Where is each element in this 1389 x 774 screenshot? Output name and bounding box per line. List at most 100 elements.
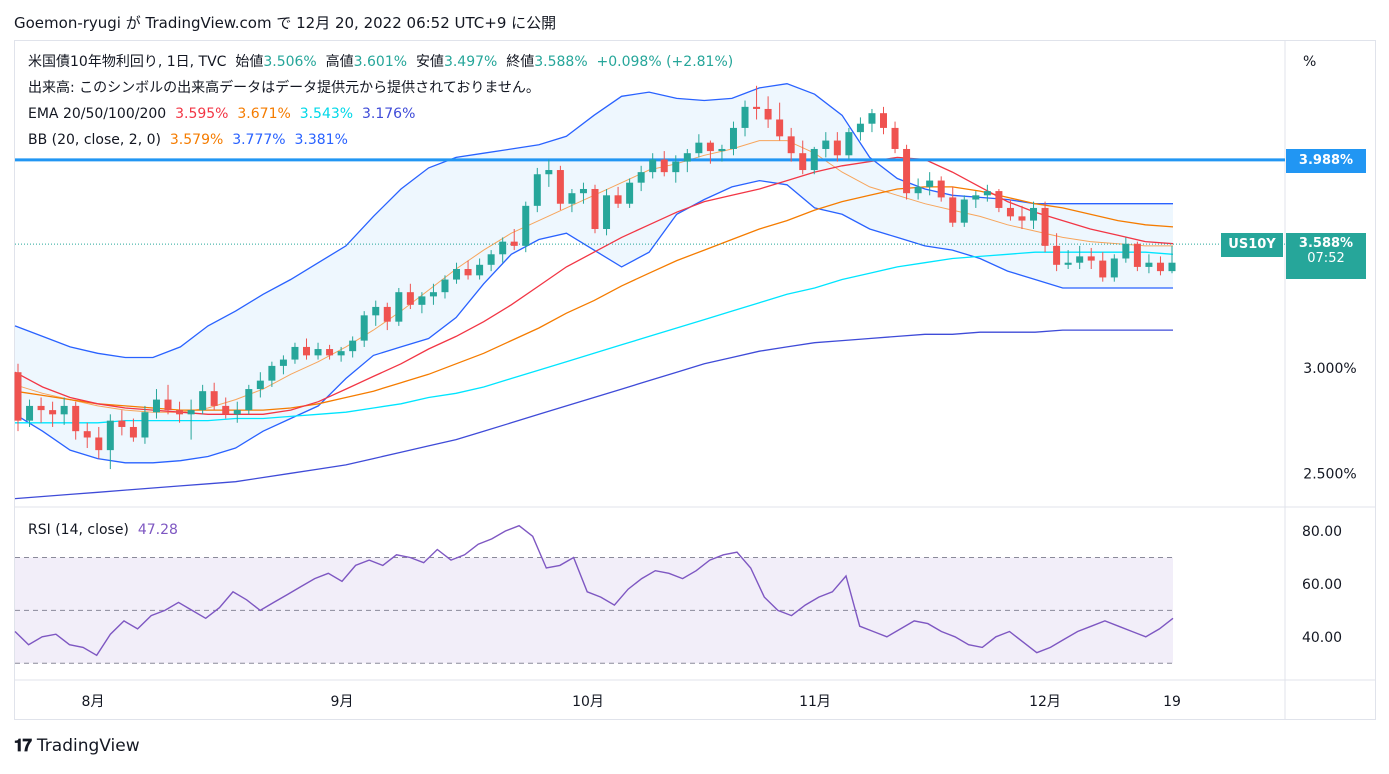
candle-body [383,306,391,322]
candle-body [1041,207,1049,246]
candle-body [245,389,253,411]
candle-body [637,172,645,183]
candle-body [649,159,657,173]
bb-lower-line [14,179,1173,464]
candle-body [1145,262,1153,267]
candle-body [926,180,934,187]
candle-body [176,410,184,415]
candle-body [60,405,68,415]
candle-body [845,132,853,156]
legend-ema200: 3.176% [361,106,416,122]
candle-body [95,437,103,451]
time-axis-label: 10月 [572,694,604,710]
candle-body [903,148,911,194]
candle-body [672,161,680,173]
candle-body [1018,216,1026,221]
legend-volume: 出来高: このシンボルの出来高データはデータ提供元から提供されておりません。 [28,80,540,96]
candle-body [822,140,830,149]
candle-body [349,340,357,352]
candle-body [983,191,991,196]
legend-open-value: 3.506% [263,54,317,70]
candle-body [326,349,334,356]
last-price-value: 3.588% [1298,236,1354,251]
candle-body [660,159,668,173]
legend-low-label: 安値 [415,54,444,70]
candle-body [799,153,807,171]
candle-body [949,197,957,223]
rsi-line [14,524,1174,657]
bar-countdown: 07:52 [1307,251,1345,266]
candle-body [545,170,553,175]
candle-body [1156,262,1164,272]
candle-body [960,199,968,223]
candle-body [556,170,564,204]
candle-body [729,127,737,149]
candle-body [37,405,45,411]
candle-body [83,431,91,438]
candle-body [764,108,772,120]
candle-body [164,399,172,411]
candle-body [1099,260,1107,278]
price-axis-unit: % [1303,54,1316,70]
candle-body [303,346,310,356]
candle-body [210,391,218,406]
candle-body [222,405,230,415]
candle-body [360,315,368,341]
rsi-axis-tick: 60.00 [1302,577,1342,593]
candle-body [533,174,541,206]
footer-brand[interactable]: 𝟏𝟕 TradingView [14,736,140,756]
candle-body [372,306,380,316]
last-price-tag: 3.588% 07:52 [1286,233,1366,279]
candle-body [880,113,887,128]
ema50-line [14,186,1174,411]
legend-bb-basis: 3.579% [169,132,224,148]
candle-body [810,148,818,171]
candle-body [1122,243,1130,259]
candle-body [1064,262,1072,265]
candle-body [937,180,945,198]
candle-body [429,292,437,297]
time-axis-label: 8月 [82,694,105,710]
candle-body [1076,256,1084,263]
candle-body [510,241,518,246]
candle-body [972,195,980,200]
candle-body [291,346,299,360]
time-axis-label: 12月 [1029,694,1061,710]
legend-main: 米国債10年物利回り, 1日, TVC 始値3.506% 高値3.601% 安値… [28,52,733,72]
candle-body [141,412,149,438]
candle-body [603,195,611,230]
candle-body [118,420,126,427]
brand-name: TradingView [36,736,140,756]
candle-body [395,292,403,322]
legend-rsi-label: RSI (14, close) [28,522,129,538]
candle-body [683,153,691,162]
rsi-axis-tick: 80.00 [1302,524,1342,540]
candle-body [741,106,749,128]
rsi-axis-tick: 40.00 [1302,630,1342,646]
legend-close-value: 3.588% [534,54,588,70]
candle-body [418,296,426,305]
bb-upper-line [14,83,1173,359]
legend-ema: EMA 20/50/100/200 3.595% 3.671% 3.543% 3… [28,104,415,124]
candle-body [568,193,576,204]
symbol-tag[interactable]: US10Y [1221,233,1283,257]
candle-body [1053,245,1061,265]
legend-change: +0.098% (+2.81%) [596,54,734,70]
legend-high-value: 3.601% [353,54,408,70]
candle-body [187,410,195,415]
candle-body [787,136,795,154]
candle-body [476,264,484,276]
candle-body [591,188,599,230]
candle-body [487,254,495,265]
candle-body [268,365,276,381]
publish-header: Goemon-ryugi が TradingView.com で 12月 20,… [14,14,557,32]
legend-bb-lower: 3.381% [294,132,348,148]
candle-body [337,351,345,356]
legend-low-value: 3.497% [443,54,498,70]
legend-ema-label: EMA 20/50/100/200 [28,106,167,122]
candle-body [256,380,264,390]
ema100-line [15,251,1174,424]
legend-close-label: 終値 [506,54,535,70]
ema200-line [14,329,1173,500]
